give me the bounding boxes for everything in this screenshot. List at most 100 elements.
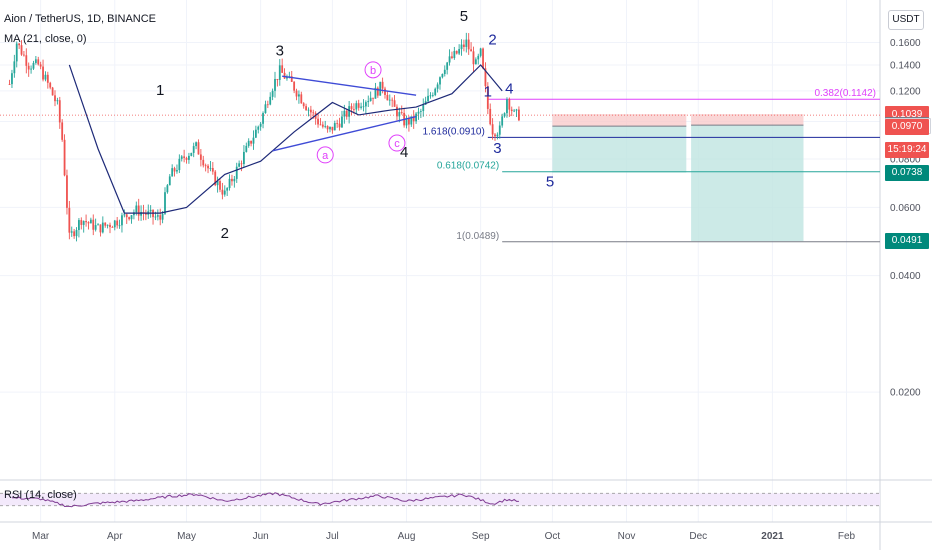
- candle-body: [436, 84, 439, 89]
- candle: [295, 88, 298, 101]
- candle-body: [199, 154, 202, 160]
- candle: [137, 198, 140, 221]
- candle-body: [13, 61, 16, 74]
- candle: [477, 53, 480, 65]
- candle-body: [216, 181, 219, 186]
- candle: [164, 187, 166, 215]
- candle-body: [188, 155, 190, 160]
- candle: [70, 226, 73, 237]
- candle-body: [474, 59, 477, 65]
- wave-label: 5: [546, 173, 554, 190]
- candle: [87, 221, 90, 230]
- candle: [422, 98, 425, 117]
- candle: [271, 88, 274, 101]
- candle-body: [496, 134, 499, 137]
- candle: [329, 126, 331, 133]
- wave-label: 4: [400, 144, 408, 161]
- candle: [281, 58, 284, 73]
- candle: [436, 82, 439, 93]
- rsi-pane: [0, 492, 880, 508]
- candle-body: [15, 43, 18, 62]
- symbol-title: Aion / TetherUS, 1D, BINANCE: [4, 13, 157, 25]
- candle: [298, 90, 300, 104]
- candle-body: [168, 176, 171, 186]
- candle-body: [226, 188, 229, 191]
- candle: [226, 187, 229, 197]
- candle-body: [247, 140, 250, 146]
- wave-label: 3: [276, 43, 284, 60]
- candle: [474, 57, 477, 65]
- candle: [455, 50, 458, 55]
- candle: [166, 183, 169, 194]
- candle-body: [211, 168, 214, 172]
- candle: [460, 39, 463, 56]
- candle-body: [460, 44, 463, 50]
- candle: [376, 86, 379, 98]
- candle-body: [439, 77, 441, 85]
- candle-body: [140, 212, 142, 216]
- x-tick-label: Jul: [326, 531, 339, 542]
- candle-body: [455, 50, 458, 54]
- candle-body: [484, 68, 487, 87]
- candle: [269, 92, 272, 106]
- candle-body: [510, 109, 513, 112]
- candle-body: [515, 109, 518, 111]
- candle: [118, 219, 121, 229]
- candle-body: [379, 81, 382, 96]
- candle-body: [32, 62, 35, 69]
- candle: [128, 216, 131, 221]
- candle-body: [384, 88, 386, 95]
- candle: [391, 97, 394, 108]
- candle-body: [463, 44, 465, 47]
- candle-body: [250, 140, 252, 144]
- ma-indicator-label[interactable]: MA (21, close, 0): [4, 33, 87, 45]
- candle-body: [333, 123, 336, 131]
- candle-body: [326, 126, 329, 130]
- candle: [369, 91, 372, 102]
- candle: [183, 149, 186, 163]
- candle: [111, 225, 114, 228]
- candle: [133, 209, 135, 220]
- candle-body: [20, 45, 23, 55]
- candle-body: [137, 205, 140, 216]
- candle-body: [357, 103, 360, 108]
- wedge-trendline: [272, 115, 417, 152]
- candle: [439, 76, 441, 90]
- candle-body: [66, 175, 68, 208]
- candle: [27, 62, 30, 77]
- rsi-indicator-label[interactable]: RSI (14, close): [4, 489, 77, 501]
- candle-body: [307, 109, 310, 111]
- candle: [147, 204, 150, 219]
- candle-body: [477, 55, 480, 60]
- candle-body: [410, 116, 413, 125]
- candle: [168, 174, 171, 186]
- candle-body: [398, 112, 401, 117]
- candle: [336, 119, 339, 128]
- x-tick-label: Nov: [618, 531, 636, 542]
- candle: [374, 82, 377, 99]
- candle-body: [63, 139, 66, 176]
- fib-label: 1.618(0.0910): [423, 126, 485, 137]
- candle: [286, 74, 288, 81]
- candle: [171, 164, 174, 177]
- candle-body: [415, 113, 417, 122]
- candle: [56, 97, 59, 105]
- candle-body: [92, 219, 95, 230]
- y-tick-label: 0.0400: [890, 271, 921, 282]
- candle-body: [25, 55, 28, 66]
- price-badge: 0.0491: [885, 233, 929, 250]
- x-tick-label: 2021: [761, 531, 784, 542]
- candle: [333, 120, 336, 131]
- candle-body: [391, 99, 394, 101]
- candle: [276, 78, 279, 87]
- candle: [293, 80, 296, 94]
- candle-body: [125, 214, 128, 218]
- candle: [68, 200, 71, 240]
- candle-body: [27, 65, 30, 70]
- candle-body: [376, 87, 379, 96]
- candle: [85, 214, 87, 227]
- wave-label: 5: [460, 8, 468, 25]
- candle: [302, 102, 305, 109]
- currency-button[interactable]: USDT: [888, 10, 924, 30]
